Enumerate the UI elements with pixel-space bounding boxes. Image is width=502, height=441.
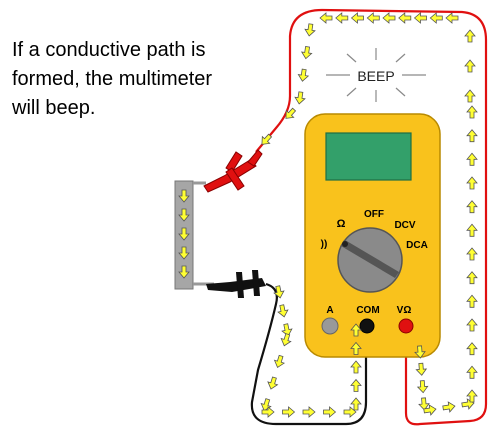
dial-label-continuity: )) (321, 239, 328, 250)
dial-label-dcv: DCV (394, 220, 415, 231)
current-flow-arrow-icon (293, 90, 307, 106)
current-flow-arrow-icon (441, 400, 457, 414)
current-flow-arrow-icon (466, 176, 478, 190)
current-flow-arrow-icon (297, 68, 310, 83)
current-flow-arrow-icon (272, 354, 287, 370)
black-probe (206, 270, 266, 298)
dial-label-dca: DCA (406, 240, 428, 251)
current-flow-arrow-icon (429, 12, 443, 24)
beep-rays-icon (326, 48, 426, 102)
multimeter: OFF Ω DCV DCA )) A COM VΩ (304, 113, 441, 358)
current-flow-arrow-icon (335, 12, 349, 24)
current-flow-arrow-icon (466, 152, 478, 166)
test-probe-icon (203, 149, 263, 193)
multimeter-display (325, 132, 412, 181)
current-flow-arrow-icon (466, 318, 478, 332)
dial-label-off: OFF (364, 209, 384, 220)
black-lead-wire (250, 282, 368, 426)
current-flow-arrow-icon (414, 12, 427, 24)
current-flow-arrow-icon (466, 294, 478, 308)
current-flow-arrow-icon (303, 22, 317, 38)
current-flow-arrow-icon (350, 360, 362, 374)
current-flow-arrow-icon (466, 105, 478, 119)
jack-label-com: COM (356, 305, 379, 316)
current-flow-arrow-icon (466, 342, 478, 356)
current-flow-arrow-icon (265, 375, 280, 391)
current-flow-arrow-icon (466, 129, 478, 143)
current-flow-arrow-icon (366, 12, 380, 24)
current-flow-arrow-icon (300, 45, 313, 60)
current-flow-arrow-icon (415, 362, 428, 377)
current-flow-arrow-icon (276, 303, 290, 319)
current-flow-arrow-icon (398, 12, 412, 24)
caption: If a conductive path is formed, the mult… (12, 36, 282, 123)
current-flow-arrow-icon (466, 223, 478, 237)
jack-label-a: A (326, 305, 333, 316)
current-flow-arrow-icon (464, 29, 476, 43)
current-flow-arrow-icon (319, 12, 333, 24)
red-probe (203, 149, 263, 193)
current-flow-arrow-icon (323, 406, 336, 418)
current-flow-arrow-icon (464, 89, 476, 103)
caption-line: formed, the multimeter (12, 68, 213, 90)
beep-label: BEEP (357, 68, 394, 84)
current-flow-arrow-icon (350, 397, 362, 411)
current-flow-arrow-icon (302, 406, 316, 418)
current-flow-arrow-icon (279, 332, 293, 348)
caption-line: If a conductive path is (12, 39, 206, 61)
current-flow-arrow-icon (466, 365, 478, 379)
current-flow-arrow-icon (466, 247, 478, 261)
jack-com (359, 318, 375, 334)
current-flow-arrow-icon (466, 271, 478, 285)
current-flow-arrow-icon (382, 12, 396, 24)
current-flow-arrow-icon (464, 59, 476, 73)
beep-indicator: BEEP (326, 48, 426, 102)
current-flow-arrow-icon (445, 12, 459, 24)
red-lead-wire (255, 8, 488, 426)
current-flow-arrow-icon (282, 406, 295, 418)
dial-label-ohm: Ω (337, 218, 346, 230)
current-flow-arrow-icon (350, 379, 362, 392)
jack-vohm (398, 318, 414, 334)
current-flow-arrow-icon (466, 200, 478, 214)
jack-label-vohm: VΩ (397, 305, 412, 316)
current-flow-arrow-icon (416, 379, 429, 394)
jack-a (321, 317, 339, 335)
current-flow-arrow-icon (351, 12, 364, 24)
caption-line: will beep. (12, 97, 96, 119)
input-jacks: A COM VΩ (321, 305, 414, 335)
rotary-dial (337, 227, 403, 293)
